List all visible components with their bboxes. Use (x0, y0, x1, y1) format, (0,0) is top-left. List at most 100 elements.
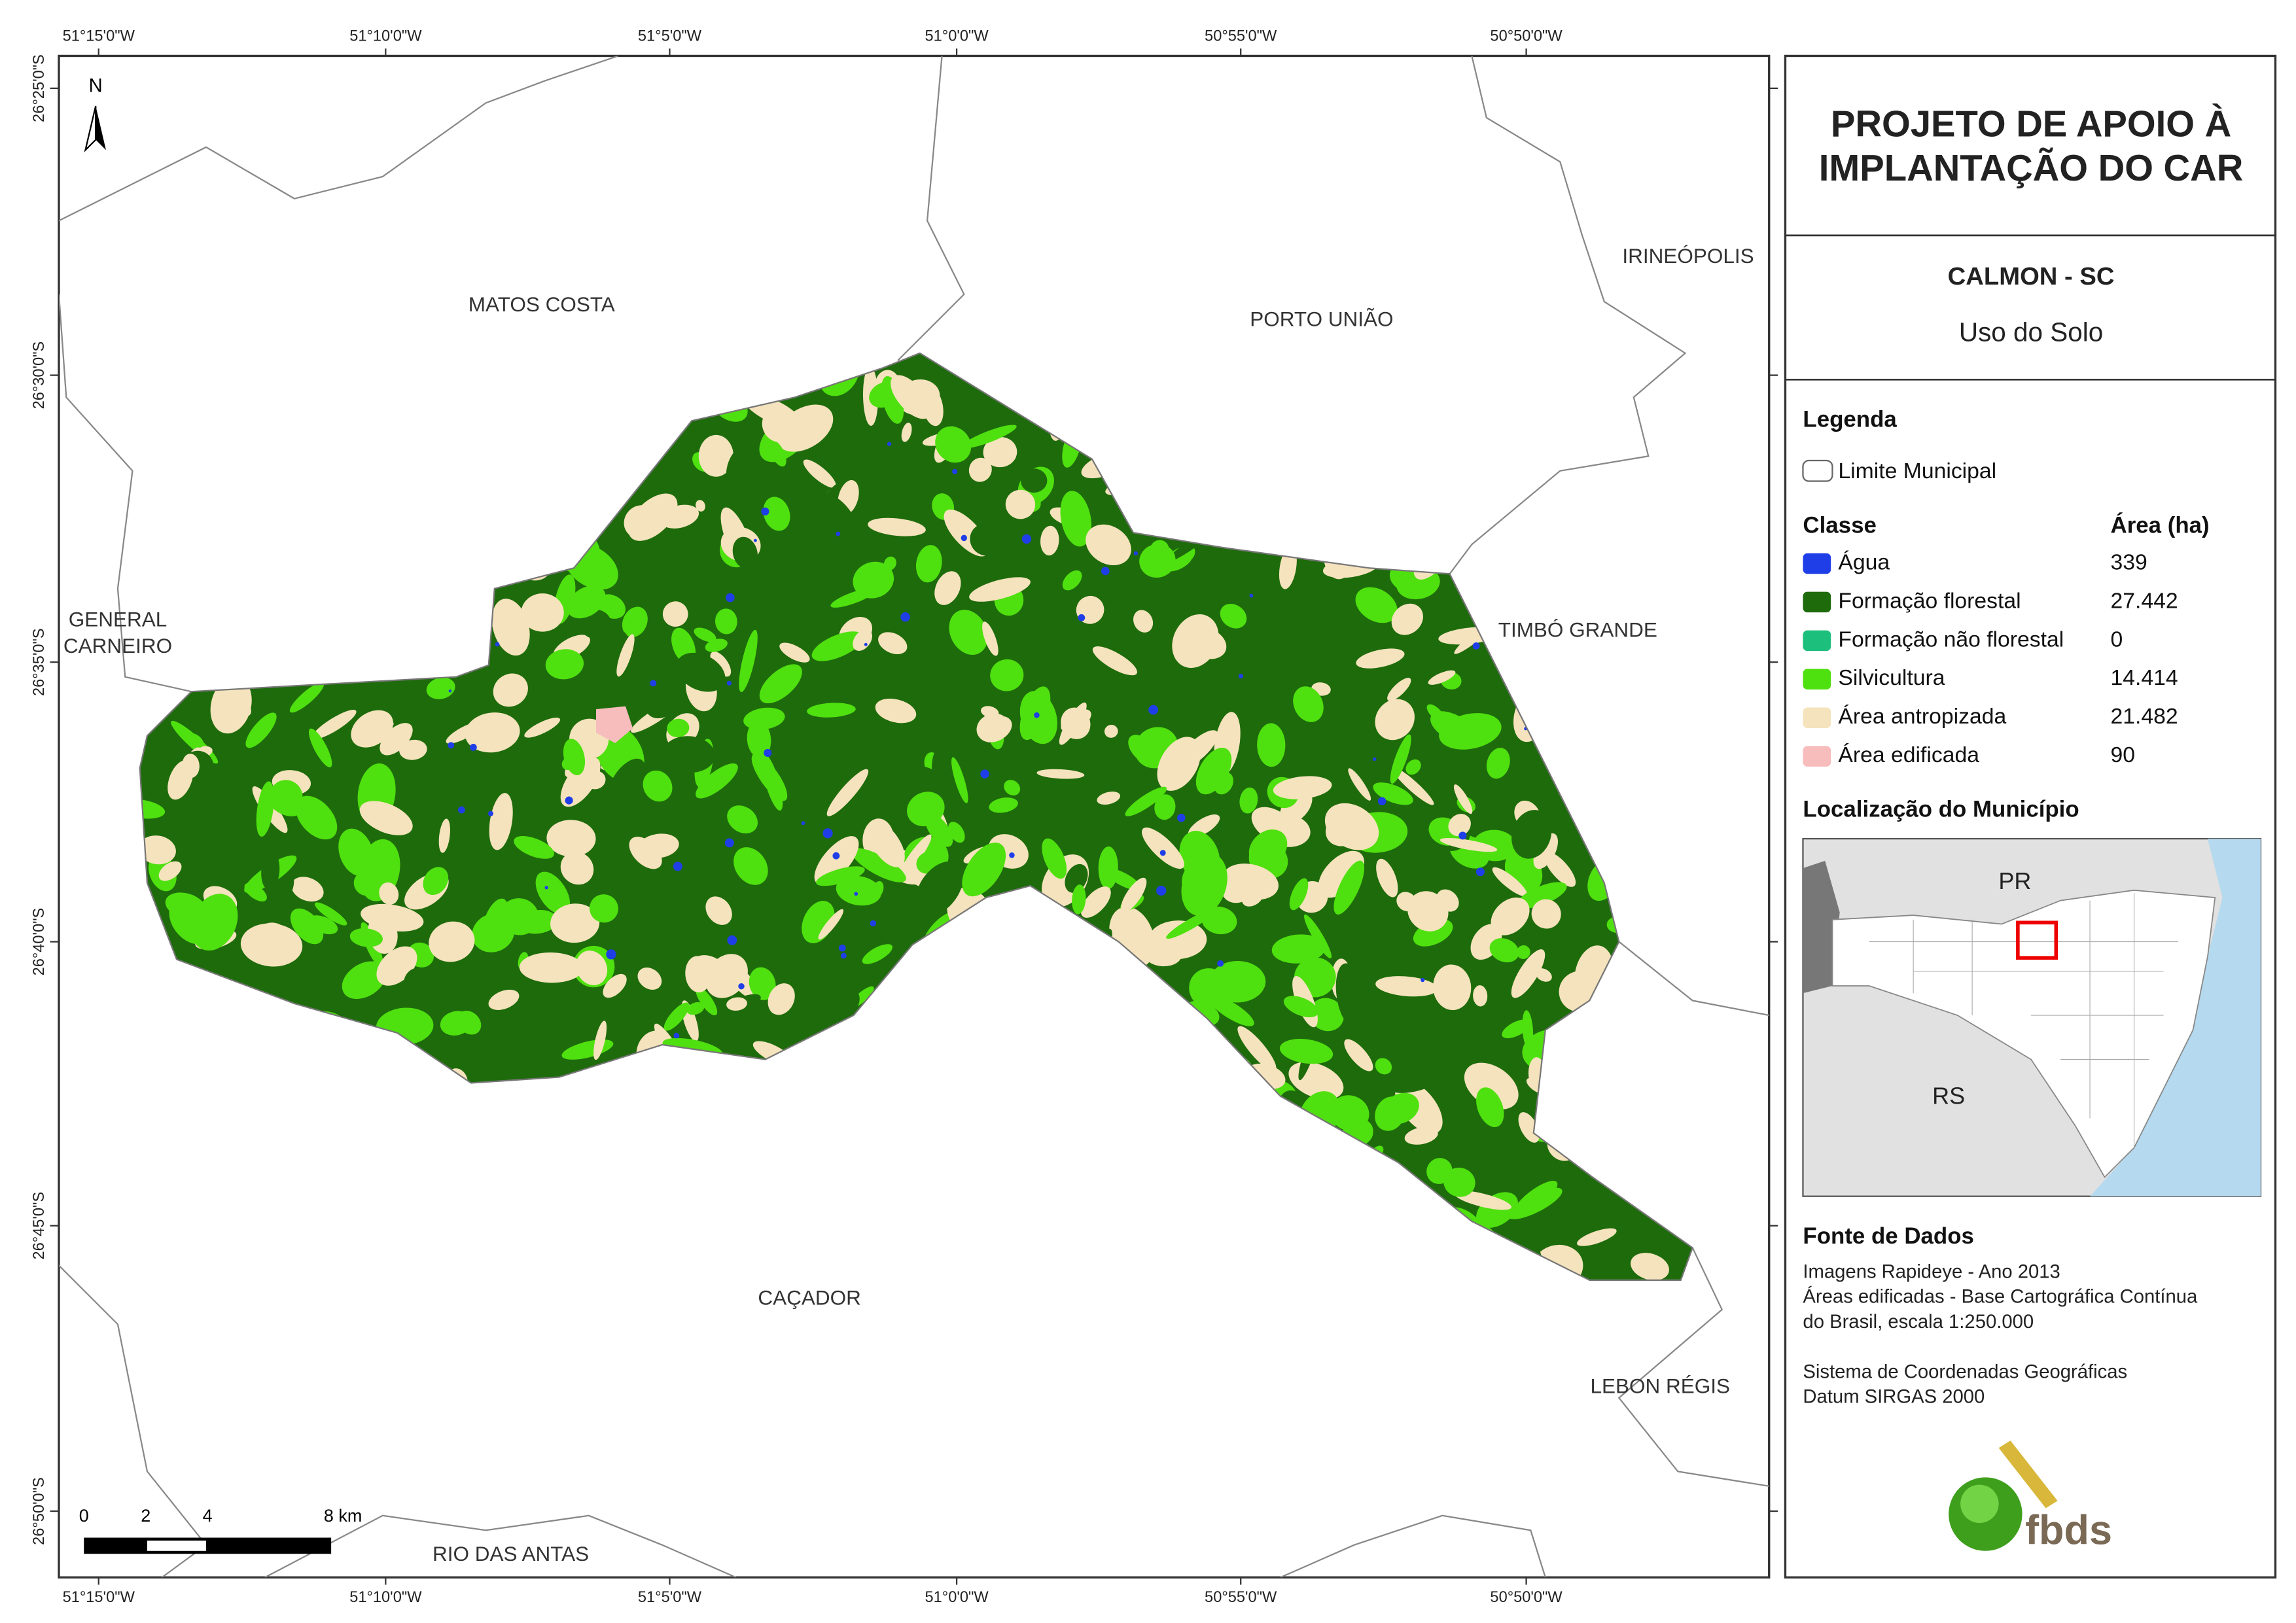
land-patch (732, 536, 758, 569)
water-patch (822, 828, 833, 839)
land-patch (1214, 772, 1233, 795)
class-swatch (1803, 746, 1831, 767)
land-patch (1356, 648, 1405, 669)
water-patch (1472, 642, 1480, 650)
neighbor-boundaries (59, 56, 1769, 1578)
water-patch (544, 886, 548, 890)
class-area: 0 (2111, 627, 2123, 652)
water-patch (900, 612, 910, 622)
land-patch (1511, 949, 1545, 998)
land-patch (1511, 810, 1552, 859)
land-patch (1517, 882, 1567, 909)
land-patch (689, 600, 717, 620)
land-patch (726, 445, 751, 485)
land-patch (182, 754, 200, 778)
place-label: MATOS COSTA (468, 292, 615, 316)
land-patch (983, 436, 1017, 468)
land-patch (763, 497, 790, 531)
land-patch (1060, 491, 1092, 547)
land-patch (1473, 985, 1488, 1007)
land-patch (576, 951, 608, 986)
water-patch (565, 796, 573, 805)
land-patch (1373, 782, 1413, 805)
land-patch (1383, 1092, 1419, 1125)
land-patch (1004, 780, 1021, 796)
land-patch (173, 852, 211, 877)
land-patch (803, 459, 836, 488)
land-patch (308, 728, 332, 768)
x-coord-label: 51°10'0"W (349, 27, 422, 44)
place-label: CAÇADOR (758, 1285, 860, 1309)
water-patch (801, 821, 805, 826)
water-patch (1101, 567, 1110, 576)
land-patch (1036, 769, 1085, 779)
land-patch (727, 805, 758, 834)
source-line: Áreas edificadas - Base Cartográfica Con… (1803, 1286, 2198, 1308)
source-line: Datum SIRGAS 2000 (1803, 1387, 1985, 1408)
land-patch (1355, 587, 1398, 623)
land-patch (696, 500, 705, 512)
locator-map: PR RS (1802, 837, 2262, 1197)
land-patch (779, 642, 810, 663)
land-patch (338, 828, 374, 877)
land-patch (560, 757, 601, 807)
land-patch (1020, 468, 1048, 493)
land-patch (951, 757, 968, 803)
land-patch (1433, 964, 1472, 1011)
land-patch (663, 1002, 690, 1031)
scale-label: 4 (203, 1506, 213, 1526)
class-swatch (1803, 553, 1831, 574)
land-patch (1330, 1095, 1369, 1131)
land-patch (158, 861, 182, 881)
land-patch (1248, 829, 1288, 867)
land-patch (1283, 996, 1318, 1018)
land-patch (676, 652, 726, 692)
land-patch (969, 577, 1031, 602)
land-patch (759, 664, 802, 704)
land-patch (862, 944, 892, 964)
water-patch (724, 838, 734, 848)
land-patch (493, 673, 528, 707)
x-coord-label: 51°5'0"W (638, 1589, 702, 1606)
class-swatch (1803, 669, 1831, 690)
class-name: Formação florestal (1838, 588, 2021, 613)
land-patch (580, 609, 612, 639)
water-patch (726, 680, 732, 686)
land-patch (662, 736, 715, 773)
class-area: 14.414 (2111, 665, 2178, 690)
land-patch (705, 896, 732, 925)
land-patch (726, 997, 747, 1011)
water-patch (470, 744, 477, 751)
land-patch (1333, 860, 1365, 915)
water-patch (832, 852, 840, 860)
land-patch (1099, 775, 1131, 793)
water-patch (495, 642, 500, 647)
land-patch (878, 632, 908, 655)
land-patch (1154, 794, 1176, 820)
x-coord-label: 50°50'0"W (1490, 27, 1563, 44)
land-patch (1267, 662, 1279, 675)
land-patch (567, 585, 606, 619)
land-patch (915, 861, 964, 916)
land-patch (644, 665, 690, 719)
land-patch (762, 754, 783, 811)
land-patch (423, 867, 449, 896)
land-patch (1121, 877, 1147, 913)
water-patch (753, 538, 757, 542)
place-label: PORTO UNIÃO (1250, 307, 1393, 331)
land-patch (694, 955, 723, 973)
land-patch (1233, 640, 1269, 667)
land-patch (186, 733, 204, 748)
land-patch (788, 608, 829, 645)
land-patch (1257, 723, 1286, 767)
land-patch (1491, 898, 1530, 935)
water-patch (448, 742, 455, 749)
water-patch (673, 862, 682, 871)
land-patch (457, 1011, 482, 1035)
x-coord-label: 50°55'0"W (1205, 1589, 1277, 1606)
north-label: N (89, 75, 103, 96)
land-patch (743, 707, 785, 730)
land-patch (290, 908, 324, 945)
x-coord-label: 51°15'0"W (63, 27, 135, 44)
land-patch (990, 659, 1024, 691)
